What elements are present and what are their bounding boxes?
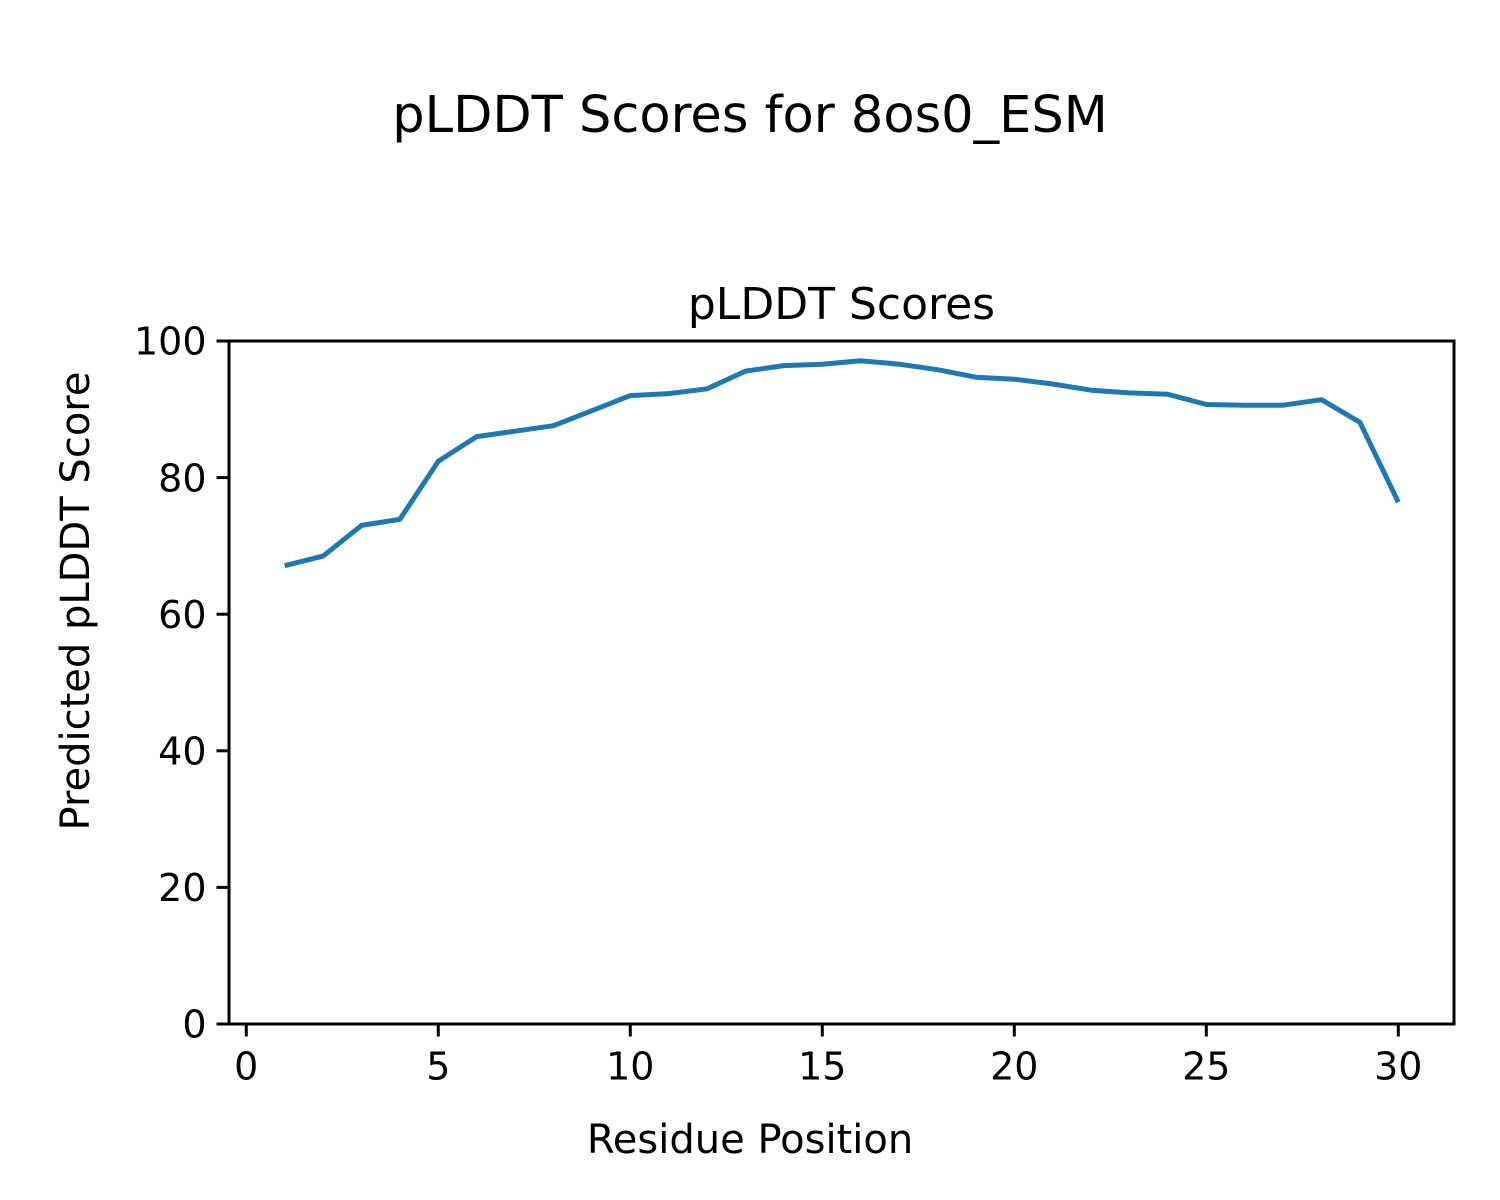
x-axis-label: Residue Position bbox=[586, 1117, 914, 1163]
plddt-line-series bbox=[284, 358, 1401, 569]
axes-title: pLDDT Scores bbox=[687, 279, 996, 330]
x-tick-label: 25 bbox=[1182, 1045, 1230, 1089]
figure-title: pLDDT Scores for 8os0_ESM bbox=[392, 86, 1108, 145]
y-tick-label: 100 bbox=[134, 320, 207, 364]
x-tick-label: 10 bbox=[606, 1045, 654, 1089]
x-tick-label: 15 bbox=[798, 1045, 846, 1089]
y-tick-label: 80 bbox=[158, 456, 206, 500]
axes-frame bbox=[227, 339, 1456, 1026]
y-tick-label: 60 bbox=[158, 593, 206, 637]
y-tick-label: 0 bbox=[182, 1003, 206, 1047]
x-tick-label: 20 bbox=[990, 1045, 1038, 1089]
x-tick-label: 30 bbox=[1374, 1045, 1422, 1089]
y-tick-label: 40 bbox=[158, 729, 206, 773]
x-tick-label: 0 bbox=[234, 1045, 258, 1089]
x-tick-label: 5 bbox=[426, 1045, 450, 1089]
y-tick-label: 20 bbox=[158, 866, 206, 910]
